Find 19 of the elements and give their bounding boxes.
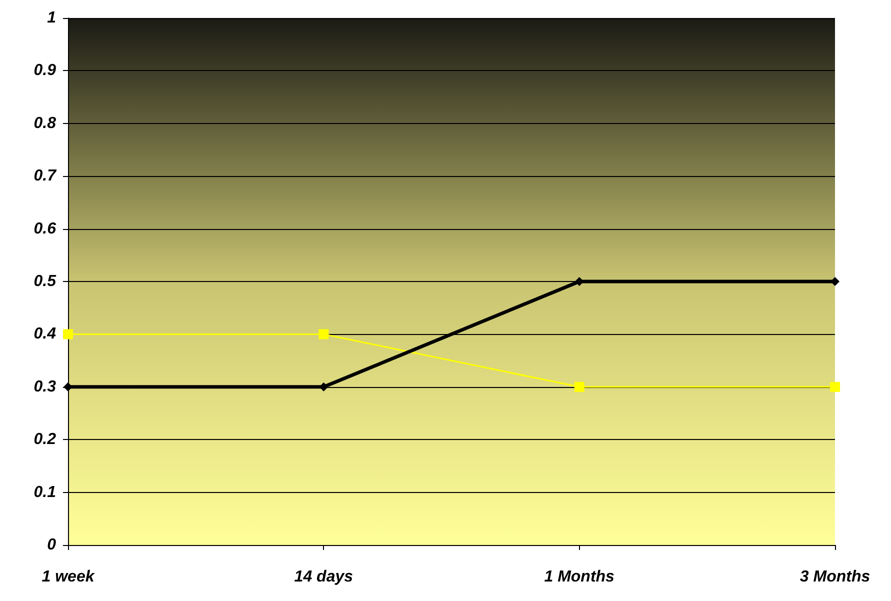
y-tick-label: 0.2	[34, 431, 56, 448]
y-tick-label: 0.4	[34, 326, 56, 343]
point	[318, 329, 329, 340]
x-tick-label: 3 Months	[800, 568, 870, 586]
y-tick-label: 0	[47, 536, 56, 554]
y-tick-label: 0.8	[34, 114, 56, 132]
x-tick-label: 14 days	[294, 568, 354, 586]
y-tick-label: 0.5	[34, 273, 58, 290]
y-tick-label: 1	[47, 10, 56, 26]
y-tick-label: 0.6	[34, 220, 56, 238]
y-tick-label: 0.1	[34, 484, 56, 501]
point	[830, 382, 840, 392]
y-tick-label: 0.9	[34, 62, 56, 80]
point	[574, 382, 584, 392]
x-tick-label: 1 week	[42, 568, 96, 586]
x-tick-label: 1 Months	[544, 568, 615, 586]
y-tick-label: 0.3	[34, 378, 56, 396]
point	[63, 329, 73, 340]
y-tick-label: 0.7	[34, 168, 58, 185]
